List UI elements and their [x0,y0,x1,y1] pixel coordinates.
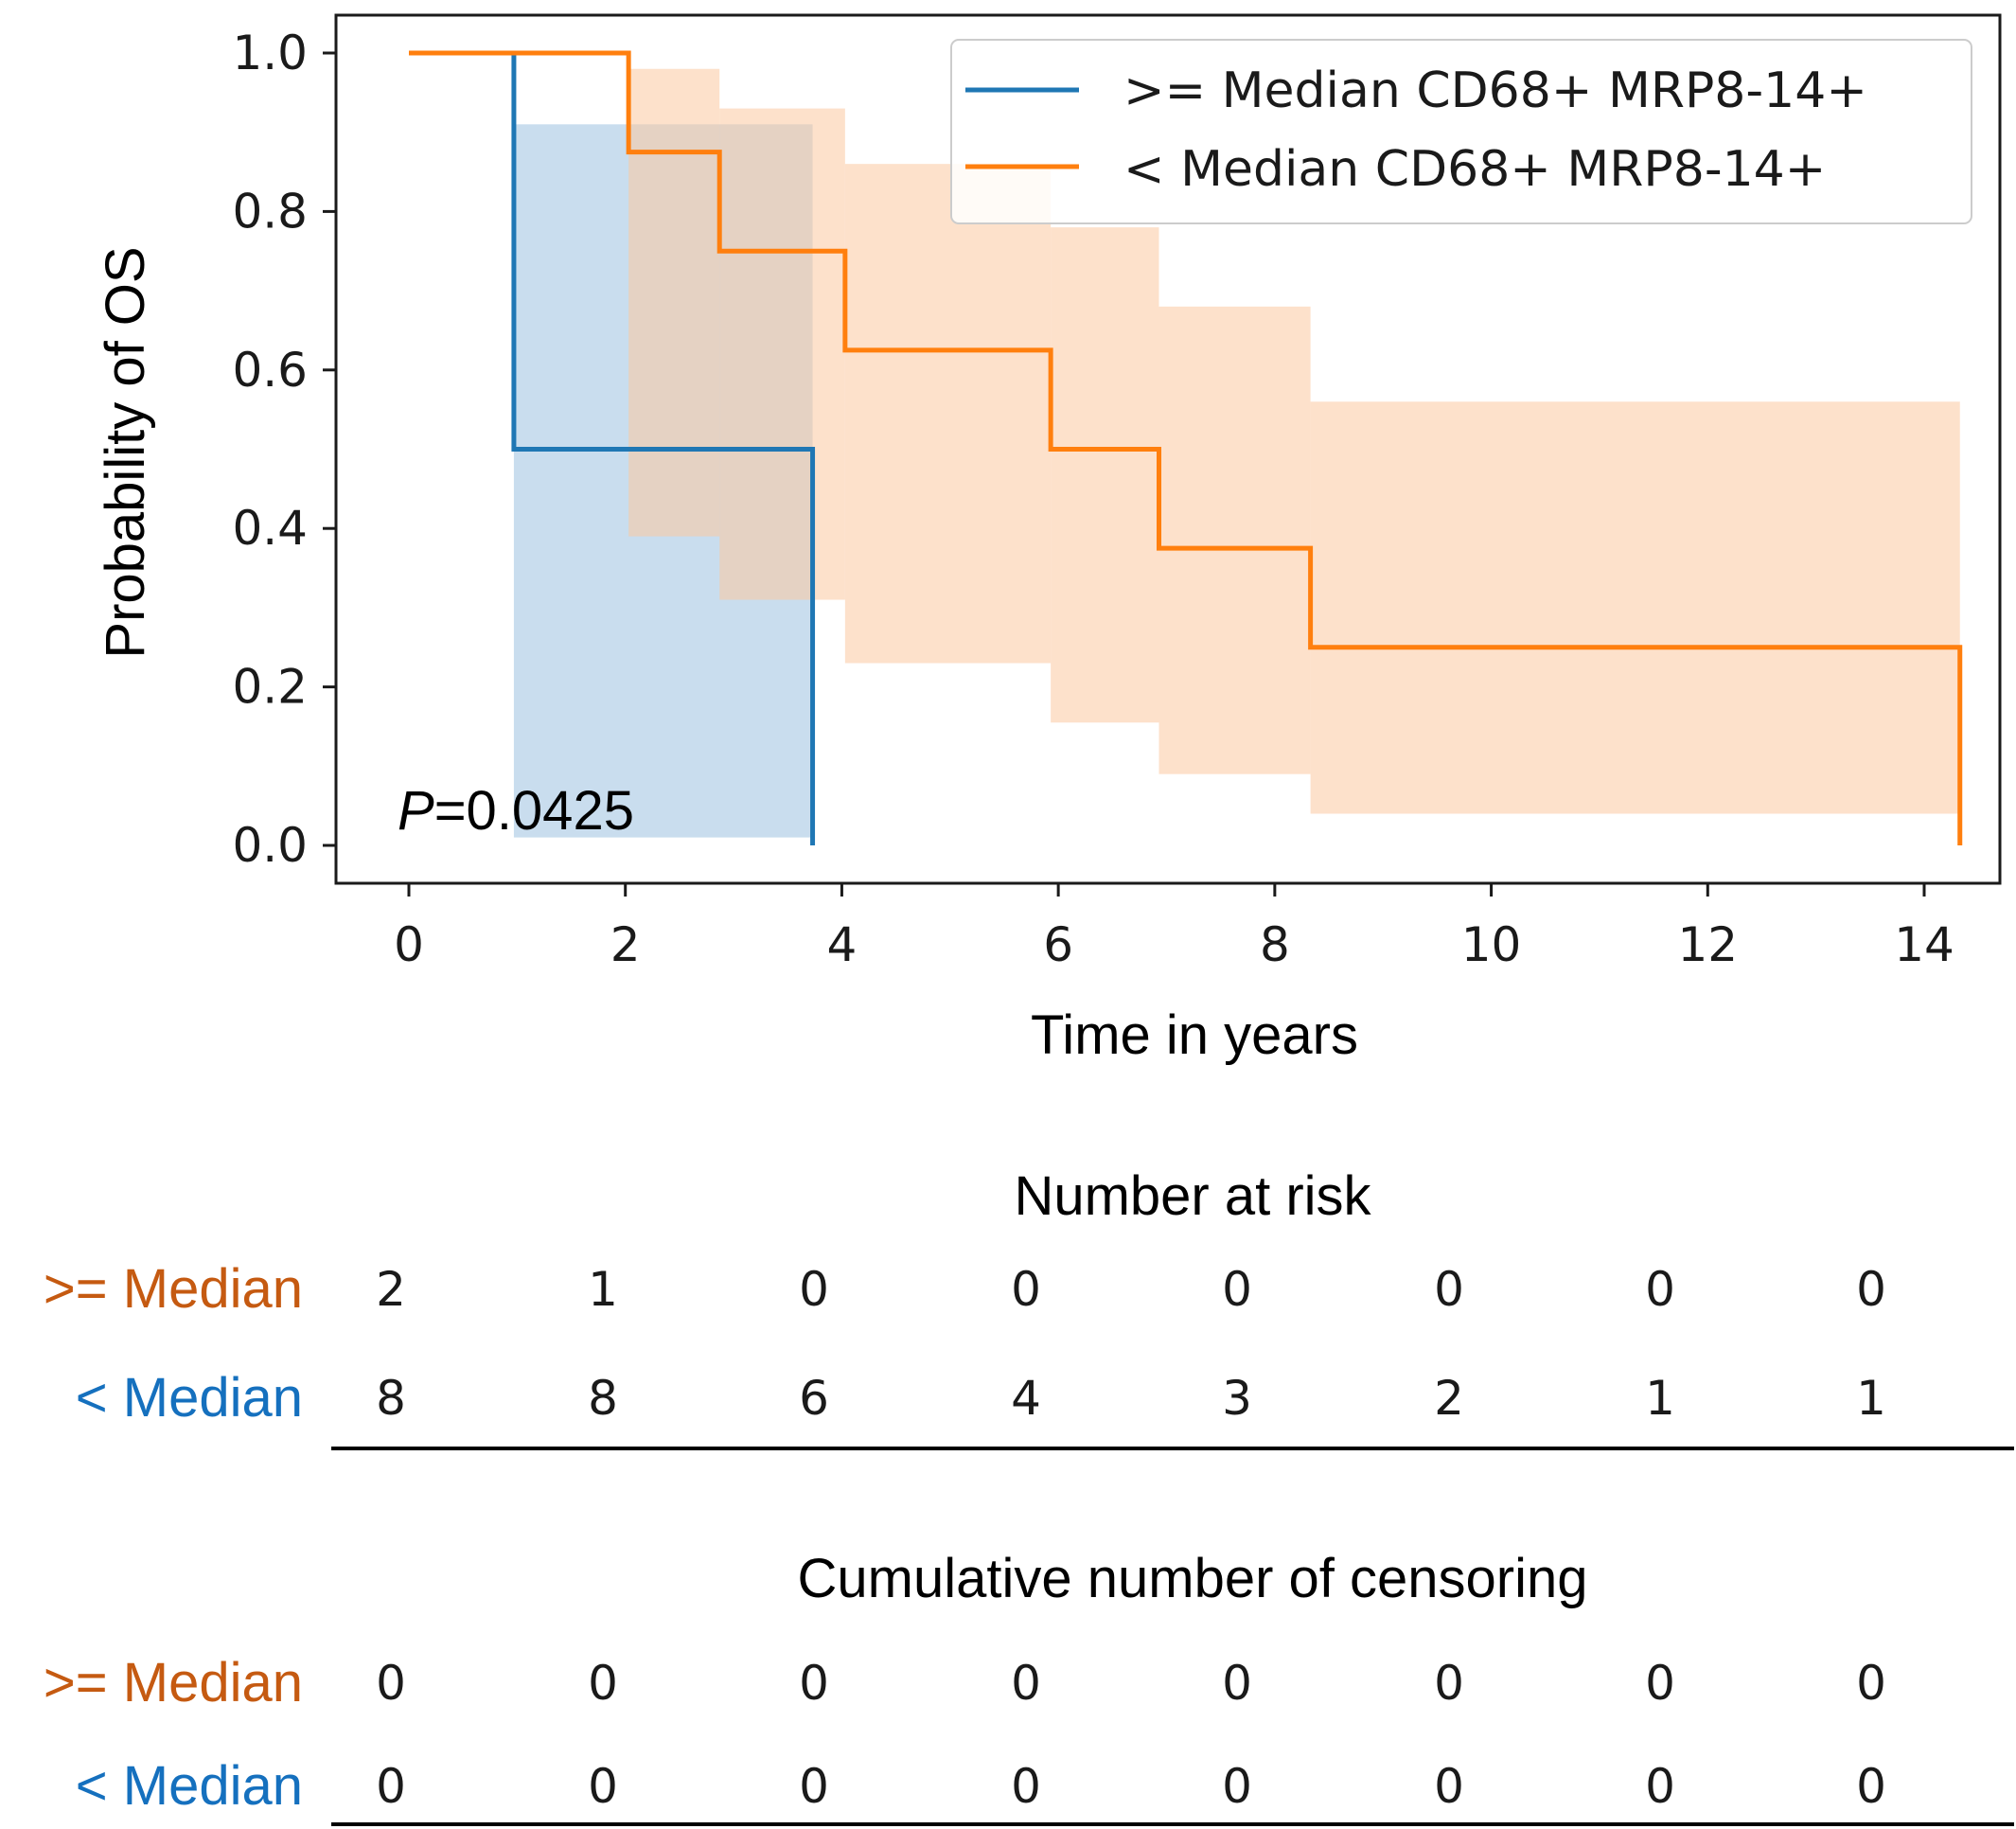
table1-cell-0-5: 0 [1434,1656,1464,1711]
x-axis: 0 2 4 6 8 10 12 14 [394,883,1954,972]
table1-cell-1-0: 0 [376,1759,406,1814]
table0-cell-0-3: 0 [1011,1262,1041,1317]
y-tick-label-1: 0.2 [232,660,308,715]
table0-cell-1-2: 6 [799,1371,829,1426]
p-value-number: =0.0425 [434,780,634,842]
x-tick-label-14: 14 [1894,917,1954,972]
table0-cell-0-1: 1 [588,1262,618,1317]
ci-band-series1-4 [1158,306,1311,774]
y-axis-label: Probability of OS [95,246,156,658]
y-tick-label-3: 0.6 [232,343,308,398]
plot-area [334,13,2002,885]
legend-box [950,39,1972,224]
x-tick-label-6: 6 [1043,917,1073,972]
table0-cell-0-0: 2 [376,1262,406,1317]
number-at-risk-table: >= Median 2 1 0 0 0 0 0 0 < Median 8 8 6 4 3 2 1 1 [44,1258,1886,1429]
table0-cell-1-3: 4 [1011,1371,1041,1426]
table0-cell-1-5: 2 [1434,1371,1464,1426]
table0-row-label-1: < Median [76,1367,303,1429]
table1-row-label-0: >= Median [44,1652,303,1714]
axes-frame [334,13,2002,885]
table1-cell-1-7: 0 [1856,1759,1886,1814]
ci-band-series1-5 [1310,401,1960,814]
table1-cell-0-1: 0 [588,1656,618,1711]
ci-band-series1-0 [628,68,720,537]
table0-cell-1-0: 8 [376,1371,406,1426]
x-tick-label-10: 10 [1461,917,1522,972]
confidence-bands [513,68,1960,838]
table0-cell-0-5: 0 [1434,1262,1464,1317]
x-tick-label-4: 4 [827,917,858,972]
x-tick-label-12: 12 [1677,917,1738,972]
table1-cell-0-4: 0 [1222,1656,1252,1711]
table1-cell-0-6: 0 [1645,1656,1675,1711]
legend-label-low: < Median CD68+ MRP8-14+ [1123,141,1826,198]
table1-cell-0-2: 0 [799,1656,829,1711]
number-at-risk-title: Number at risk [1014,1165,1371,1227]
table0-row-label-0: >= Median [44,1258,303,1320]
survival-curves [409,50,1963,845]
table1-cell-1-6: 0 [1645,1759,1675,1814]
table0-cell-1-4: 3 [1222,1371,1252,1426]
ci-band-series1-1 [719,108,845,600]
p-value-italic: P [398,780,434,842]
table1-cell-0-0: 0 [376,1656,406,1711]
table1-cell-1-4: 0 [1222,1759,1252,1814]
p-value-annotation: P=0.0425 [398,780,634,842]
y-tick-label-2: 0.4 [232,501,308,556]
table1-cell-1-2: 0 [799,1759,829,1814]
y-tick-label-4: 0.8 [232,184,308,239]
y-tick-label-0: 0.0 [232,818,308,873]
legend-label-high: >= Median CD68+ MRP8-14+ [1123,62,1867,119]
table0-cell-1-6: 1 [1645,1371,1675,1426]
y-axis: 0.0 0.2 0.4 0.6 0.8 1.0 [232,26,336,873]
survival-curve-series1 [409,50,1963,845]
table0-cell-1-7: 1 [1856,1371,1886,1426]
x-tick-label-8: 8 [1260,917,1290,972]
table1-cell-1-3: 0 [1011,1759,1041,1814]
table0-cell-1-1: 8 [588,1371,618,1426]
ci-band-series1-2 [844,164,1052,664]
y-tick-label-5: 1.0 [232,26,308,80]
censoring-table: >= Median 0 0 0 0 0 0 0 0 < Median 0 0 0 0 0 0 0 0 [44,1652,1886,1817]
table1-cell-1-5: 0 [1434,1759,1464,1814]
table0-cell-0-4: 0 [1222,1262,1252,1317]
table0-cell-0-7: 0 [1856,1262,1886,1317]
legend: >= Median CD68+ MRP8-14+ < Median CD68+ … [950,39,1972,224]
table1-cell-1-1: 0 [588,1759,618,1814]
ci-band-series1-3 [1051,227,1159,723]
table1-row-label-1: < Median [76,1755,303,1817]
table0-cell-0-6: 0 [1645,1262,1675,1317]
table0-cell-0-2: 0 [799,1262,829,1317]
x-axis-label: Time in years [1031,1004,1358,1066]
x-tick-label-2: 2 [610,917,641,972]
table1-cell-0-7: 0 [1856,1656,1886,1711]
x-tick-label-0: 0 [394,917,424,972]
table1-cell-0-3: 0 [1011,1656,1041,1711]
censoring-title: Cumulative number of censoring [798,1548,1588,1609]
